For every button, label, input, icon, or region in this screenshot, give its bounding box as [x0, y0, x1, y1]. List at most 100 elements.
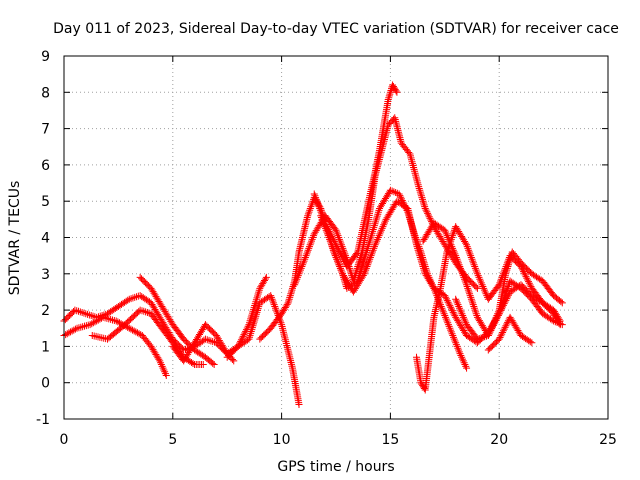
- data-point: [463, 281, 471, 289]
- data-point: [454, 344, 462, 352]
- data-point: [477, 277, 485, 285]
- data-point: [422, 206, 430, 214]
- data-point: [557, 298, 565, 306]
- data-point: [362, 266, 370, 274]
- data-point: [133, 329, 141, 337]
- data-point: [268, 295, 276, 303]
- data-point: [520, 269, 528, 277]
- data-point: [550, 317, 558, 325]
- data-point: [380, 219, 388, 227]
- data-point: [156, 357, 164, 365]
- data-point: [498, 330, 506, 338]
- data-point: [295, 270, 303, 278]
- data-point: [455, 261, 463, 269]
- data-point: [472, 308, 480, 316]
- data-point: [413, 177, 421, 185]
- data-point: [526, 338, 534, 346]
- data-point: [503, 320, 511, 328]
- data-point: [288, 286, 296, 294]
- data-point: [370, 243, 378, 251]
- data-point: [342, 252, 350, 260]
- data-point: [468, 255, 476, 263]
- data-point: [481, 288, 489, 296]
- data-point: [62, 331, 70, 339]
- data-point: [94, 316, 102, 324]
- data-point: [504, 283, 512, 291]
- data-point: [131, 293, 139, 301]
- data-point: [320, 221, 328, 229]
- data-point: [437, 302, 445, 310]
- data-point: [306, 241, 314, 249]
- data-point: [331, 250, 339, 258]
- data-point: [322, 224, 330, 232]
- data-point: [495, 281, 503, 289]
- data-point: [479, 333, 487, 341]
- data-point: [374, 210, 382, 218]
- data-point: [459, 312, 467, 320]
- data-point: [447, 241, 455, 249]
- data-point: [286, 293, 294, 301]
- data-point: [471, 263, 479, 271]
- data-point: [82, 310, 90, 318]
- data-point: [491, 318, 499, 326]
- data-point: [285, 297, 293, 305]
- data-point: [414, 246, 422, 254]
- data-point: [303, 248, 311, 256]
- data-point: [359, 271, 367, 279]
- data-point: [291, 281, 299, 289]
- data-point: [489, 323, 497, 331]
- data-point: [477, 279, 485, 287]
- data-point: [262, 273, 270, 281]
- data-point: [452, 341, 460, 349]
- data-point: [335, 247, 343, 255]
- data-point: [254, 290, 262, 298]
- data-point: [466, 290, 474, 298]
- data-point: [319, 217, 327, 225]
- data-point: [416, 253, 424, 261]
- data-point: [418, 195, 426, 203]
- data-point: [502, 268, 510, 276]
- data-point: [417, 192, 425, 200]
- data-point: [336, 249, 344, 257]
- data-point: [261, 275, 269, 283]
- data-point: [330, 246, 338, 254]
- data-point: [390, 84, 398, 92]
- data-point: [444, 319, 452, 327]
- data-point: [93, 317, 101, 325]
- data-point: [335, 234, 343, 241]
- data-point: [502, 270, 510, 278]
- y-tick-label: 9: [41, 49, 50, 65]
- data-point: [499, 328, 507, 336]
- data-point: [425, 213, 433, 221]
- data-point: [321, 223, 329, 231]
- data-point: [333, 255, 341, 263]
- data-point: [418, 194, 426, 202]
- data-point: [392, 188, 400, 196]
- data-point: [302, 252, 310, 260]
- data-point: [408, 156, 416, 164]
- data-point: [495, 310, 503, 318]
- data-point: [466, 250, 474, 258]
- data-point: [473, 312, 481, 320]
- data-point: [241, 329, 249, 337]
- data-point: [312, 194, 320, 202]
- data-point: [367, 252, 375, 260]
- data-point: [420, 201, 428, 209]
- data-point: [473, 335, 481, 343]
- data-point: [303, 250, 311, 258]
- data-point: [421, 204, 429, 212]
- data-point: [397, 193, 405, 201]
- data-point: [421, 268, 429, 276]
- data-point: [125, 295, 133, 303]
- data-point: [108, 316, 116, 324]
- data-point: [161, 368, 169, 376]
- data-point: [456, 304, 464, 312]
- data-point: [368, 250, 376, 258]
- data-point: [498, 301, 506, 309]
- data-point: [502, 322, 510, 330]
- data-point: [362, 264, 370, 272]
- data-point: [135, 330, 143, 338]
- data-point: [496, 333, 504, 341]
- data-point: [449, 246, 457, 254]
- data-point: [558, 321, 566, 329]
